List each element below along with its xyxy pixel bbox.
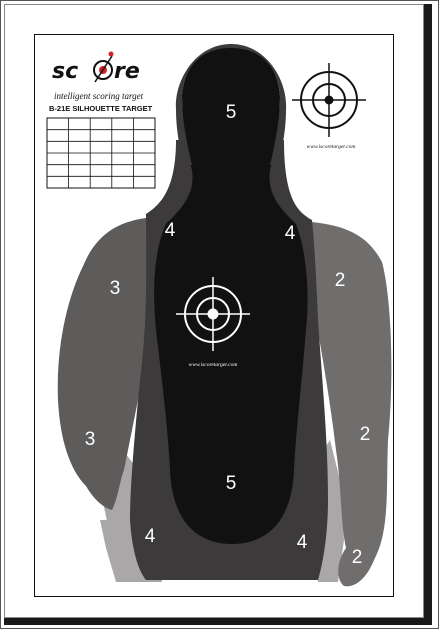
zone-outer-left-bottom [100, 520, 136, 582]
zone-label-right-hand: 2 [352, 547, 363, 568]
center-crosshair-icon [176, 277, 250, 351]
tagline: intelligent scoring target [54, 91, 144, 101]
zone-label-center: 5 [226, 473, 237, 494]
zone-label-left-arm-upper: 3 [110, 278, 121, 299]
corner-url: www.iscoretarget.com [307, 144, 356, 150]
svg-text:re: re [114, 59, 140, 84]
target-name: B-21E SILHOUETTE TARGET [49, 104, 153, 113]
svg-text:sc: sc [52, 59, 78, 84]
score-logo: sc re [52, 51, 140, 84]
zone-5-body [154, 46, 308, 544]
zone-label-right-arm-lower: 2 [360, 424, 371, 445]
zone-label-left-shoulder: 4 [165, 220, 176, 241]
sheet-shadow-right [424, 4, 432, 624]
score-grid [46, 117, 156, 189]
center-url: www.iscoretarget.com [189, 362, 238, 368]
zone-label-left-arm-lower: 3 [85, 429, 96, 450]
zone-label-head: 5 [226, 102, 237, 123]
corner-crosshair-icon [292, 63, 366, 137]
zone-label-left-bottom: 4 [145, 526, 156, 547]
zone-label-right-bottom: 4 [297, 532, 308, 553]
zone-2-right-arm [312, 222, 392, 587]
sheet-shadow-bottom [4, 618, 432, 625]
zone-4-head-rim [175, 44, 287, 165]
inner-border [34, 34, 394, 597]
zone-label-right-shoulder: 4 [285, 223, 296, 244]
logo-target-icon [93, 51, 114, 83]
zone-label-right-arm-upper: 2 [335, 270, 346, 291]
zone-3-left-arm [57, 218, 150, 510]
